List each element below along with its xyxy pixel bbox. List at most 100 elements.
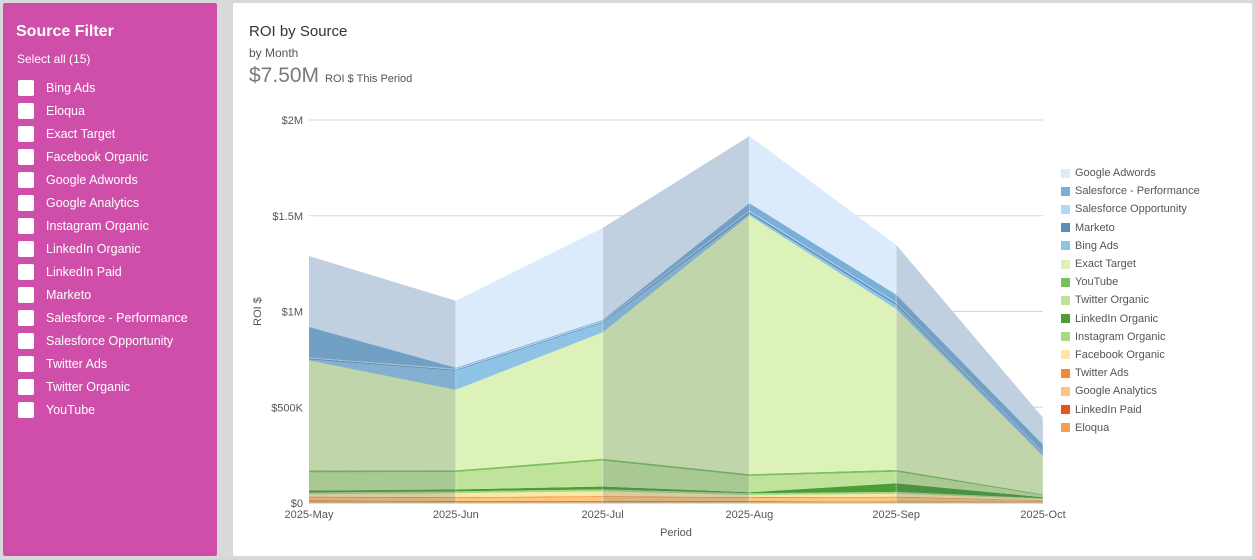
filter-label: Salesforce - Performance	[46, 310, 188, 325]
legend-item[interactable]: Facebook Organic	[1061, 346, 1200, 364]
legend-item[interactable]: Twitter Ads	[1061, 364, 1200, 382]
filter-checkbox[interactable]	[18, 79, 34, 96]
filter-item[interactable]: Instagram Organic	[18, 214, 188, 237]
filter-item[interactable]: Google Analytics	[18, 191, 188, 214]
filter-checkbox[interactable]	[18, 148, 34, 165]
filter-checkbox[interactable]	[18, 171, 34, 188]
legend-item[interactable]: Bing Ads	[1061, 237, 1200, 255]
y-tick-label: $2M	[282, 115, 303, 127]
legend-swatch	[1061, 314, 1070, 324]
area-series[interactable]	[309, 489, 1043, 500]
chart-title: ROI by Source	[249, 23, 348, 40]
legend-label: Eloqua	[1075, 421, 1110, 434]
legend-label: Facebook Organic	[1075, 348, 1165, 361]
area-series[interactable]	[309, 136, 1043, 445]
x-tick-label: 2025-Aug	[726, 509, 774, 521]
roi-area-chart: $0 $500K $1M $1.5M $2M 2025-May 2025-Jun 2025-J…	[252, 115, 1066, 539]
x-tick-label: 2025-Jun	[433, 509, 479, 521]
legend-swatch	[1061, 223, 1070, 233]
legend-label: Exact Target	[1075, 258, 1136, 271]
x-tick-label: 2025-Jul	[581, 509, 623, 521]
filter-checkbox[interactable]	[18, 217, 34, 234]
filter-label: Marketo	[46, 287, 92, 302]
filter-checkbox[interactable]	[18, 286, 34, 303]
filter-checkbox[interactable]	[18, 263, 34, 280]
filter-checkbox[interactable]	[18, 194, 34, 211]
filter-item[interactable]: Google Adwords	[18, 168, 188, 191]
filter-checkbox[interactable]	[18, 102, 34, 119]
y-tick-label: $0	[291, 498, 303, 510]
legend-item[interactable]: LinkedIn Paid	[1061, 400, 1200, 418]
legend-item[interactable]: LinkedIn Organic	[1061, 310, 1200, 328]
legend-item[interactable]: Google Adwords	[1061, 164, 1200, 182]
filter-label: Twitter Organic	[46, 379, 131, 394]
filter-item[interactable]: Bing Ads	[18, 76, 188, 99]
filter-label: Facebook Organic	[46, 149, 149, 164]
filter-checkbox[interactable]	[18, 378, 34, 395]
legend-item[interactable]: Exact Target	[1061, 255, 1200, 273]
area-series[interactable]	[309, 496, 1043, 501]
filter-item[interactable]: Salesforce - Performance	[18, 306, 188, 329]
area-series[interactable]	[309, 215, 1043, 495]
legend-item[interactable]: YouTube	[1061, 273, 1200, 291]
filter-label: Google Analytics	[46, 195, 140, 210]
legend-swatch	[1061, 186, 1070, 196]
filter-item[interactable]: Eloqua	[18, 99, 188, 122]
kpi-label: ROI $ This Period	[325, 73, 413, 85]
legend-label: Marketo	[1075, 221, 1115, 234]
filter-checkbox[interactable]	[18, 355, 34, 372]
filter-checkbox[interactable]	[18, 309, 34, 326]
filter-item[interactable]: LinkedIn Paid	[18, 260, 188, 283]
legend-item[interactable]: Instagram Organic	[1061, 328, 1200, 346]
legend-item[interactable]: Eloqua	[1061, 419, 1200, 437]
filter-item[interactable]: Marketo	[18, 283, 188, 306]
period-band	[602, 136, 750, 503]
legend-item[interactable]: Marketo	[1061, 219, 1200, 237]
area-series[interactable]	[309, 458, 1043, 496]
filter-label: Google Adwords	[46, 172, 138, 187]
filter-item[interactable]: Salesforce Opportunity	[18, 329, 188, 352]
area-series[interactable]	[309, 491, 1043, 501]
legend-swatch	[1061, 168, 1070, 178]
legend-label: LinkedIn Organic	[1075, 312, 1159, 325]
filter-item[interactable]: Exact Target	[18, 122, 188, 145]
filter-item[interactable]: Twitter Organic	[18, 375, 188, 398]
legend-label: Twitter Ads	[1075, 367, 1129, 380]
x-tick-label: 2025-May	[285, 509, 334, 521]
legend-swatch	[1061, 386, 1070, 396]
filter-checkbox[interactable]	[18, 401, 34, 418]
filter-label: Twitter Ads	[46, 356, 108, 371]
select-all-link[interactable]: Select all (15)	[17, 52, 91, 66]
legend-item[interactable]: Salesforce - Performance	[1061, 182, 1200, 200]
filter-item[interactable]: Facebook Organic	[18, 145, 188, 168]
filter-label: LinkedIn Paid	[46, 264, 122, 279]
filter-title: Source Filter	[16, 23, 114, 40]
filter-checkbox[interactable]	[18, 332, 34, 349]
y-tick-label: $500K	[271, 402, 303, 414]
legend-swatch	[1061, 241, 1070, 251]
period-band	[896, 244, 1043, 503]
legend-item[interactable]: Salesforce Opportunity	[1061, 200, 1200, 218]
area-series[interactable]	[309, 460, 1043, 498]
y-tick-label: $1.5M	[272, 211, 303, 223]
legend-swatch	[1061, 405, 1070, 415]
source-filter-panel: Source Filter Select all (15) Bing Ads El…	[3, 3, 217, 556]
filter-label: Bing Ads	[46, 80, 96, 95]
legend-swatch	[1061, 368, 1070, 378]
area-series[interactable]	[309, 483, 1043, 499]
period-band	[309, 255, 456, 503]
filter-label: YouTube	[46, 402, 96, 417]
filter-item[interactable]: Twitter Ads	[18, 352, 188, 375]
filter-checkbox[interactable]	[18, 125, 34, 142]
legend-label: Salesforce Opportunity	[1075, 203, 1187, 216]
kpi-value: $7.50M	[249, 64, 320, 87]
legend-item[interactable]: Twitter Organic	[1061, 291, 1200, 309]
area-series[interactable]	[309, 497, 1043, 502]
legend-swatch	[1061, 423, 1070, 433]
filter-item[interactable]: LinkedIn Organic	[18, 237, 188, 260]
filter-item[interactable]: YouTube	[18, 398, 188, 421]
chart-panel: ROI by Source by Month $7.50M ROI $ This…	[233, 3, 1252, 556]
filter-checkbox[interactable]	[18, 240, 34, 257]
legend-item[interactable]: Google Analytics	[1061, 382, 1200, 400]
legend-label: LinkedIn Paid	[1075, 403, 1142, 416]
